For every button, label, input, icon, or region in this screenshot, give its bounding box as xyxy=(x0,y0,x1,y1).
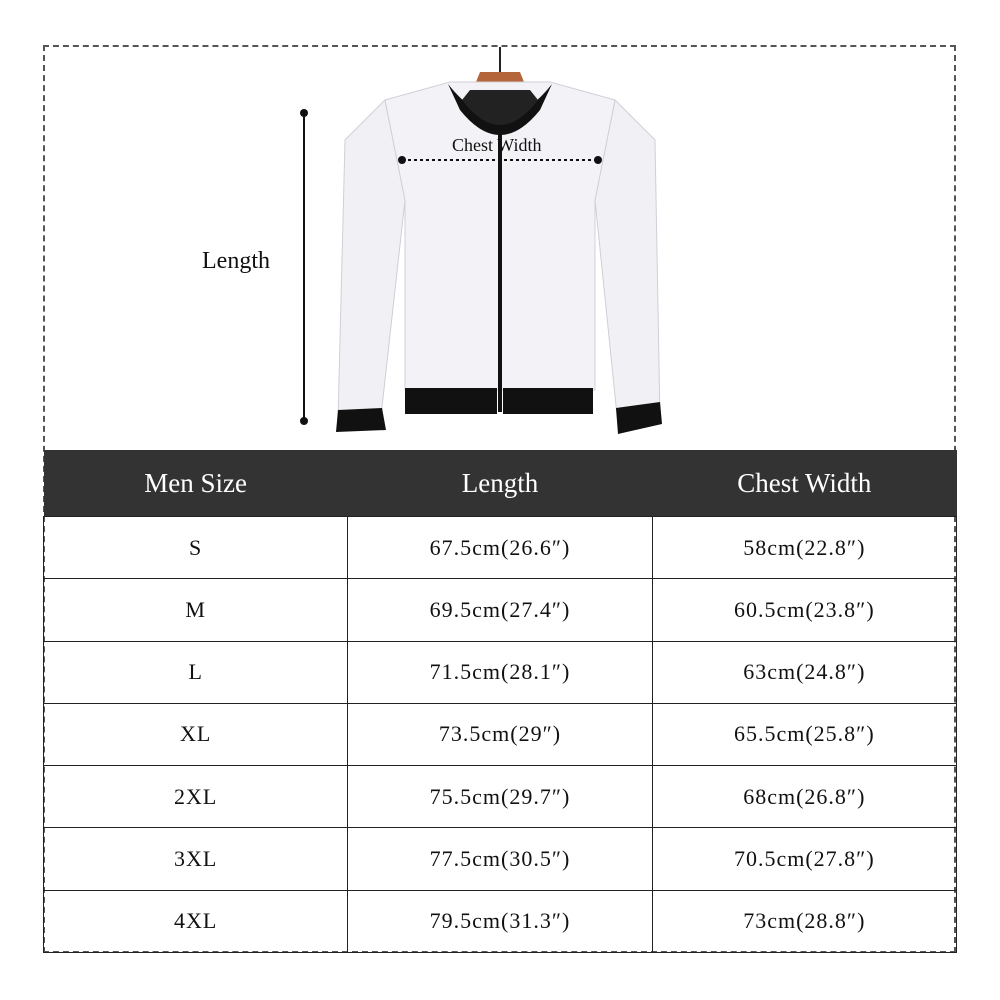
chest-width-cell: 60.5cm(23.8″) xyxy=(651,578,958,642)
length-cell: 77.5cm(30.5″) xyxy=(347,827,653,891)
table-row: M 69.5cm(27.4″) 60.5cm(23.8″) xyxy=(42,578,958,642)
length-cell: 75.5cm(29.7″) xyxy=(347,765,653,829)
size-cell: L xyxy=(42,640,349,704)
size-cell: M xyxy=(42,578,349,642)
size-cell: 3XL xyxy=(42,827,349,891)
chest-width-cell: 65.5cm(25.8″) xyxy=(651,702,958,767)
table-row: L 71.5cm(28.1″) 63cm(24.8″) xyxy=(42,640,958,704)
length-cell: 69.5cm(27.4″) xyxy=(347,578,653,642)
header-men-size: Men Size xyxy=(43,450,348,517)
table-row: 2XL 75.5cm(29.7″) 68cm(26.8″) xyxy=(42,765,958,829)
header-length: Length xyxy=(347,450,653,517)
size-cell: 2XL xyxy=(42,765,349,829)
chest-width-cell: 73cm(28.8″) xyxy=(651,889,958,954)
length-cell: 79.5cm(31.3″) xyxy=(347,889,653,954)
chest-width-label: Chest Width xyxy=(452,135,542,155)
length-cell: 67.5cm(26.6″) xyxy=(347,515,653,580)
size-cell: S xyxy=(42,515,349,580)
length-cell: 71.5cm(28.1″) xyxy=(347,640,653,704)
table-row: 4XL 79.5cm(31.3″) 73cm(28.8″) xyxy=(42,889,958,954)
size-table: Men Size Length Chest Width S 67.5cm(26.6… xyxy=(42,450,958,954)
table-row: XL 73.5cm(29″) 65.5cm(25.8″) xyxy=(42,702,958,767)
chest-width-cell: 58cm(22.8″) xyxy=(651,515,958,580)
length-label: Length xyxy=(202,248,270,274)
chest-width-cell: 63cm(24.8″) xyxy=(651,640,958,704)
length-cell: 73.5cm(29″) xyxy=(347,702,653,767)
table-header: Men Size Length Chest Width xyxy=(43,450,957,517)
header-chest-width: Chest Width xyxy=(652,450,957,517)
jacket-illustration xyxy=(300,47,662,434)
size-cell: 4XL xyxy=(42,889,349,954)
table-row: 3XL 77.5cm(30.5″) 70.5cm(27.8″) xyxy=(42,827,958,891)
size-cell: XL xyxy=(42,702,349,767)
chest-width-cell: 68cm(26.8″) xyxy=(651,765,958,829)
jacket-figure: Length Chest Width xyxy=(0,0,1000,450)
table-row: S 67.5cm(26.6″) 58cm(22.8″) xyxy=(42,515,958,580)
chest-width-cell: 70.5cm(27.8″) xyxy=(651,827,958,891)
